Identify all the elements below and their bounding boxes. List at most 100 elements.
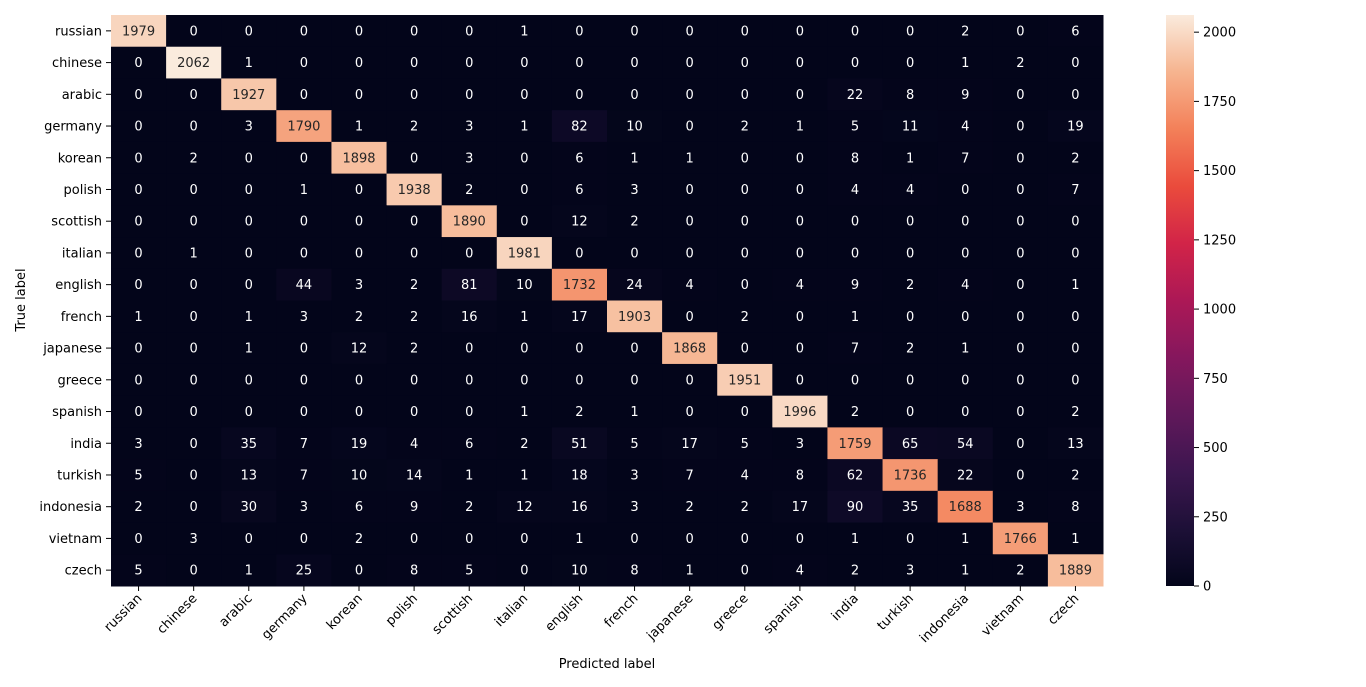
cell-value: 0 bbox=[796, 183, 804, 198]
y-tick-label: vietnam bbox=[49, 532, 102, 547]
heatmap-cell bbox=[992, 78, 1049, 111]
y-tick-label: indonesia bbox=[39, 500, 102, 515]
cell-value: 1736 bbox=[894, 468, 927, 483]
cell-value: 0 bbox=[190, 500, 198, 515]
heatmap-cell bbox=[551, 205, 608, 238]
heatmap-cell bbox=[276, 237, 332, 270]
cell-value: 0 bbox=[630, 24, 638, 39]
cell-value: 0 bbox=[796, 246, 804, 261]
cell-value: 25 bbox=[296, 564, 313, 579]
heatmap-cell bbox=[1047, 237, 1104, 270]
cell-value: 0 bbox=[906, 373, 914, 388]
cell-value: 0 bbox=[134, 183, 142, 198]
y-tick-label: turkish bbox=[57, 468, 102, 483]
heatmap-cell bbox=[772, 205, 828, 238]
heatmap-cell bbox=[772, 522, 828, 555]
heatmap-cell bbox=[717, 395, 773, 428]
heatmap-cells bbox=[111, 15, 1104, 587]
heatmap-cell bbox=[607, 205, 663, 238]
heatmap-cell bbox=[992, 237, 1049, 270]
heatmap-cell bbox=[607, 46, 663, 79]
cell-value: 6 bbox=[465, 437, 473, 452]
cell-value: 0 bbox=[355, 564, 363, 579]
cell-value: 30 bbox=[241, 500, 258, 515]
heatmap-cell bbox=[662, 522, 718, 555]
heatmap-cell bbox=[827, 554, 884, 587]
heatmap-cell bbox=[662, 427, 718, 460]
heatmap-cell bbox=[276, 173, 332, 206]
x-tick-label: french bbox=[602, 591, 642, 631]
heatmap-cell bbox=[827, 268, 884, 301]
cell-value: 1 bbox=[961, 342, 969, 357]
y-tick-labels: russian chinese arabic germany korean polish s… bbox=[39, 24, 111, 579]
cell-value: 0 bbox=[630, 342, 638, 357]
heatmap-cell bbox=[607, 363, 663, 397]
cell-value: 22 bbox=[847, 88, 864, 103]
heatmap-cell bbox=[882, 332, 939, 365]
heatmap-cell bbox=[166, 300, 222, 333]
cell-value: 0 bbox=[796, 215, 804, 230]
cell-value: 12 bbox=[351, 342, 368, 357]
cell-value: 1903 bbox=[618, 310, 651, 325]
heatmap-cell bbox=[772, 395, 828, 428]
cell-value: 1 bbox=[465, 468, 473, 483]
heatmap-cell bbox=[992, 268, 1049, 301]
y-axis-label: True label bbox=[14, 268, 29, 332]
heatmap-cell bbox=[276, 46, 332, 79]
heatmap-cell-values: 1979 0 0 0 0 0 0 1 0 0 0 0 0 0 0 2 0 60 2062 1 0 0 0 0 0 0 0 0 0 0 0 0 1… bbox=[122, 24, 1092, 578]
heatmap-cell bbox=[937, 459, 994, 492]
cell-value: 0 bbox=[190, 183, 198, 198]
heatmap-cell bbox=[882, 15, 939, 48]
cell-value: 0 bbox=[190, 342, 198, 357]
heatmap-cell bbox=[331, 490, 388, 524]
cell-value: 1766 bbox=[1004, 532, 1037, 547]
heatmap-cell bbox=[276, 268, 332, 301]
heatmap-cell bbox=[992, 110, 1049, 143]
cell-value: 1 bbox=[686, 151, 694, 166]
cell-value: 0 bbox=[630, 246, 638, 261]
colorbar-tick-label: 0 bbox=[1203, 580, 1211, 595]
heatmap-cell bbox=[331, 237, 388, 270]
heatmap-cell bbox=[992, 15, 1049, 48]
cell-value: 0 bbox=[1016, 183, 1024, 198]
x-tick-label: spanish bbox=[761, 591, 807, 637]
cell-value: 0 bbox=[796, 532, 804, 547]
heatmap-cell bbox=[1047, 46, 1104, 79]
cell-value: 0 bbox=[190, 215, 198, 230]
cell-value: 1 bbox=[851, 532, 859, 547]
heatmap-cell bbox=[827, 237, 884, 270]
heatmap-cell bbox=[772, 332, 828, 365]
heatmap-cell bbox=[111, 459, 167, 492]
heatmap-cell bbox=[992, 332, 1049, 365]
heatmap-cell bbox=[496, 141, 553, 175]
cell-value: 3 bbox=[134, 437, 142, 452]
heatmap-cell bbox=[386, 490, 443, 524]
cell-value: 0 bbox=[300, 88, 308, 103]
heatmap-cell bbox=[276, 141, 332, 175]
heatmap-cell bbox=[717, 363, 773, 397]
heatmap-cell bbox=[937, 554, 994, 587]
colorbar bbox=[1166, 15, 1194, 586]
heatmap-cell bbox=[827, 300, 884, 333]
heatmap-cell bbox=[827, 205, 884, 238]
heatmap-cell bbox=[827, 110, 884, 143]
heatmap-cell bbox=[496, 15, 553, 48]
cell-value: 12 bbox=[516, 500, 533, 515]
heatmap-cell bbox=[221, 141, 277, 175]
cell-value: 0 bbox=[355, 373, 363, 388]
heatmap-cell bbox=[441, 427, 498, 460]
heatmap-cell bbox=[111, 15, 167, 48]
cell-value: 8 bbox=[906, 88, 914, 103]
heatmap-cell bbox=[1047, 395, 1104, 428]
cell-value: 0 bbox=[686, 120, 694, 135]
heatmap-cell bbox=[331, 427, 388, 460]
heatmap-cell bbox=[111, 173, 167, 206]
y-tick-label: japanese bbox=[42, 342, 102, 357]
cell-value: 0 bbox=[465, 342, 473, 357]
cell-value: 2062 bbox=[177, 56, 210, 71]
cell-value: 7 bbox=[300, 468, 308, 483]
heatmap-cell bbox=[441, 459, 498, 492]
cell-value: 0 bbox=[190, 373, 198, 388]
y-tick-label: scottish bbox=[51, 215, 102, 230]
cell-value: 1 bbox=[520, 310, 528, 325]
